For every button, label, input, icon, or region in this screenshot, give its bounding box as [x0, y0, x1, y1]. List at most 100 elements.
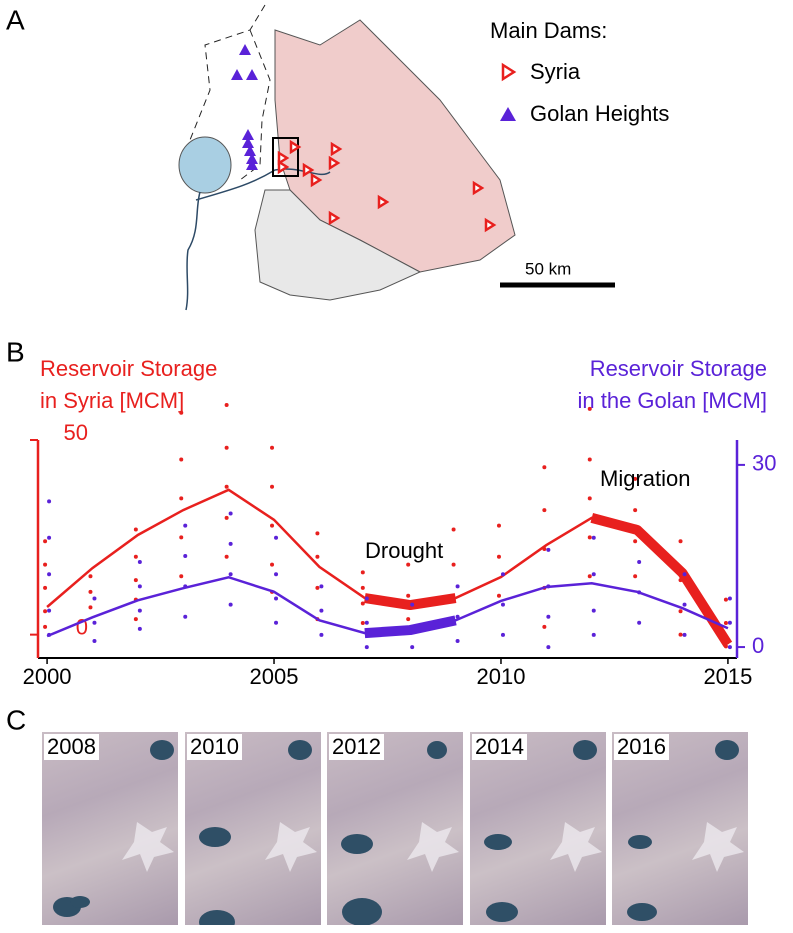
- data-dot: [270, 484, 275, 489]
- panel-label: C: [6, 704, 26, 730]
- y2-tick-label: 30: [752, 451, 776, 476]
- data-dot: [546, 614, 551, 619]
- data-dot: [228, 602, 233, 607]
- reservoir: [628, 835, 652, 849]
- data-dot: [88, 574, 93, 579]
- x-tick-label: 2005: [250, 664, 299, 689]
- reservoir: [288, 740, 312, 760]
- data-dot: [47, 499, 52, 504]
- figure: A B Main Dams: Syria Golan Heights 50 km…: [6, 4, 776, 730]
- data-dot: [183, 523, 188, 528]
- reservoir: [342, 898, 382, 925]
- data-dot: [633, 476, 638, 481]
- reservoir: [627, 903, 657, 921]
- data-dot: [410, 645, 415, 650]
- data-dot: [682, 632, 687, 637]
- reservoir: [199, 910, 235, 925]
- data-dot: [133, 527, 138, 532]
- data-dot: [224, 445, 229, 450]
- town: [407, 822, 459, 872]
- data-dot: [500, 572, 505, 577]
- data-dot: [364, 620, 369, 625]
- map: Main Dams: Syria Golan Heights 50 km: [178, 4, 669, 311]
- image-content: [627, 740, 744, 921]
- dam-syria: [302, 162, 315, 178]
- data-dot: [727, 596, 732, 601]
- data-dot: [274, 620, 279, 625]
- data-dot: [92, 596, 97, 601]
- data-dot: [587, 406, 592, 411]
- data-dot: [678, 609, 683, 614]
- data-dot: [587, 574, 592, 579]
- data-dot: [319, 632, 324, 637]
- legend-marker: [500, 107, 516, 121]
- data-dot: [137, 560, 142, 565]
- data-dot: [228, 541, 233, 546]
- data-dot: [496, 554, 501, 559]
- annotation: Drought: [365, 538, 443, 563]
- dam-syria: [377, 194, 390, 210]
- data-dot: [678, 539, 683, 544]
- satellite-image: 2008: [42, 732, 178, 925]
- panel-label: A: [6, 4, 25, 35]
- image-content: [53, 740, 174, 917]
- y2-axis-title: Reservoir Storage: [590, 356, 767, 381]
- dam-golan: [244, 145, 256, 156]
- data-dot: [496, 593, 501, 598]
- satellite-image: 2010: [185, 732, 321, 925]
- data-dot: [727, 645, 732, 650]
- dam-syria: [277, 150, 290, 166]
- data-dot: [270, 445, 275, 450]
- reservoir: [70, 896, 90, 908]
- dam-golan: [246, 159, 258, 170]
- dam-golan: [239, 44, 251, 55]
- highlight-segment: [364, 593, 457, 611]
- data-dot: [88, 605, 93, 610]
- inset-box: [272, 137, 299, 177]
- town: [692, 822, 744, 872]
- data-dot: [88, 589, 93, 594]
- reservoir: [715, 740, 739, 760]
- image-content: [199, 740, 317, 925]
- data-dot: [542, 508, 547, 513]
- data-dot: [43, 624, 48, 629]
- legend-title: Main Dams:: [490, 18, 607, 43]
- data-dot: [47, 535, 52, 540]
- satellite-image: 2014: [470, 732, 606, 925]
- data-dot: [723, 620, 728, 625]
- data-dot: [360, 601, 365, 606]
- data-dot: [678, 632, 683, 637]
- border: [189, 4, 266, 141]
- data-dot: [406, 562, 411, 567]
- data-dot: [92, 638, 97, 643]
- data-dot: [315, 554, 320, 559]
- y-axis-title: Reservoir Storage: [40, 356, 217, 381]
- annotation: Migration: [600, 466, 690, 491]
- dam-syria: [310, 172, 323, 188]
- image-content: [484, 740, 602, 922]
- data-dot: [133, 617, 138, 622]
- x-tick-label: 2015: [703, 664, 752, 689]
- data-dot: [137, 626, 142, 631]
- data-dot: [682, 602, 687, 607]
- data-dot: [500, 632, 505, 637]
- image-label: 2012: [329, 734, 384, 760]
- data-dot: [43, 539, 48, 544]
- town: [550, 822, 602, 872]
- dam-syria: [328, 155, 341, 171]
- data-dot: [410, 602, 415, 607]
- data-dot: [591, 572, 596, 577]
- reservoir: [484, 834, 512, 850]
- data-dot: [319, 608, 324, 613]
- data-dot: [587, 496, 592, 501]
- data-dot: [455, 584, 460, 589]
- data-dot: [274, 535, 279, 540]
- data-dot: [360, 585, 365, 590]
- data-dot: [587, 457, 592, 462]
- y2-tick-label: 0: [752, 633, 764, 658]
- data-dot: [183, 553, 188, 558]
- region: [254, 189, 422, 301]
- data-dot: [137, 608, 142, 613]
- dam-golan: [242, 129, 254, 140]
